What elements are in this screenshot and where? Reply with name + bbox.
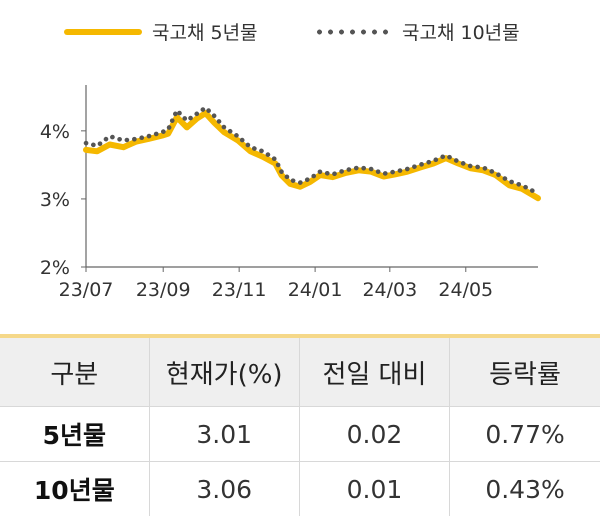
cell-change-10y: 0.01 (299, 462, 449, 516)
header-category: 구분 (0, 336, 149, 407)
cell-change-5y: 0.02 (299, 407, 449, 462)
x-tick-label: 24/01 (288, 279, 343, 301)
cell-rate-5y: 0.77% (450, 407, 600, 462)
x-tick-label: 23/07 (59, 279, 114, 301)
x-tick-label: 24/05 (438, 279, 493, 301)
table-header-row: 구분 현재가(%) 전일 대비 등락률 (0, 336, 600, 407)
header-change-rate: 등락률 (450, 336, 600, 407)
series-line-5y (86, 113, 538, 198)
x-tick-label: 23/09 (136, 279, 191, 301)
table-row: 5년물 3.01 0.02 0.77% (0, 407, 600, 462)
header-day-change: 전일 대비 (299, 336, 449, 407)
cell-current-5y: 3.01 (149, 407, 299, 462)
cell-rate-10y: 0.43% (450, 462, 600, 516)
row-label-5y: 5년물 (0, 407, 149, 462)
y-tick-label: 2% (40, 257, 70, 279)
y-tick-label: 3% (40, 189, 70, 211)
yield-line-chart: 2% 3% 4% 23/07 23/09 23/11 24/01 24/03 24/05 (0, 0, 600, 330)
row-label-10y: 10년물 (0, 462, 149, 516)
yield-summary-table: 구분 현재가(%) 전일 대비 등락률 5년물 3.01 0.02 0.77% … (0, 334, 600, 516)
y-tick-label: 4% (40, 121, 70, 143)
x-tick-label: 24/03 (362, 279, 417, 301)
cell-current-10y: 3.06 (149, 462, 299, 516)
table-row: 10년물 3.06 0.01 0.43% (0, 462, 600, 516)
header-current-price: 현재가(%) (149, 336, 299, 407)
x-tick-label: 23/11 (212, 279, 267, 301)
